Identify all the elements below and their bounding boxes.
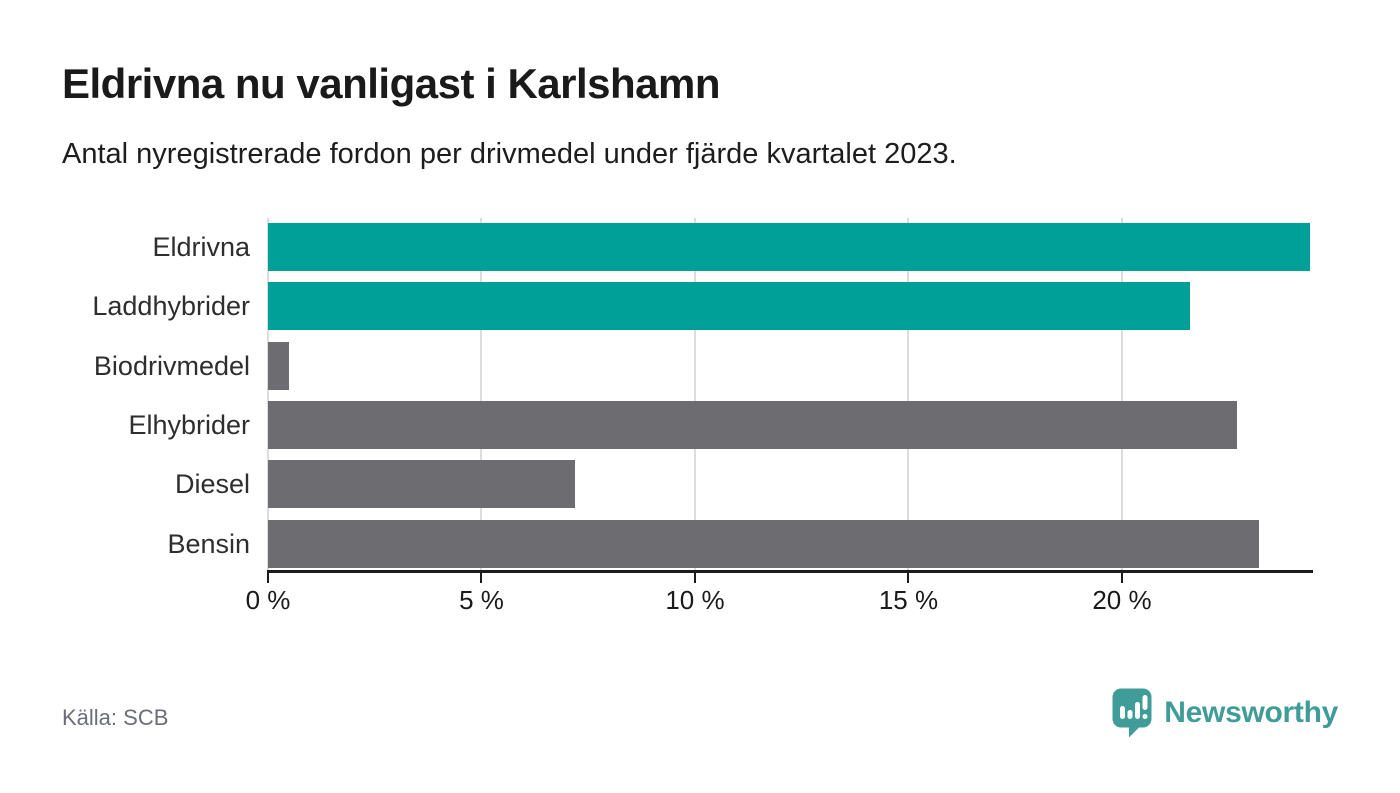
category-label-laddhybrider: Laddhybrider (92, 291, 250, 322)
category-label-eldrivna: Eldrivna (152, 232, 250, 262)
x-tick-mark-0 (267, 570, 269, 583)
gridline-0-pct (267, 218, 269, 572)
bar-bensin (268, 519, 1259, 568)
chart-title: Eldrivna nu vanligast i Karlshamn (62, 60, 721, 107)
category-label-diesel: Diesel (174, 469, 250, 500)
gridline-5-pct (480, 218, 483, 572)
brand-logo: Newsworthy (1112, 688, 1338, 738)
bar-biodrivmedel (268, 341, 290, 390)
bar-elhybrider (268, 400, 1238, 449)
x-tick-label-10: 10 % (665, 585, 725, 615)
category-label-bensin: Bensin (167, 528, 250, 559)
bar-diesel (268, 460, 576, 509)
category-label-biodrivmedel: Biodrivmedel (93, 350, 250, 381)
gridline-10-pct (693, 218, 696, 572)
plot-area (267, 218, 1312, 572)
x-axis-line (267, 570, 1313, 573)
gridline-20-pct (1120, 218, 1123, 572)
source-note: Källa: SCB (62, 705, 169, 730)
category-axis-labels: Eldrivna Laddhybrider Biodrivmedel Elhybrid… (0, 218, 250, 572)
bar-laddhybrider (268, 282, 1191, 331)
brand-name: Newsworthy (1164, 696, 1338, 729)
chart-subtitle: Antal nyregistrerade fordon per drivmede… (62, 138, 957, 170)
gridline-15-pct (907, 218, 910, 572)
x-tick-mark-20 (1120, 570, 1123, 583)
x-tick-label-0: 0 % (245, 585, 291, 615)
x-tick-label-5: 5 % (459, 585, 504, 615)
newsworthy-bubble-chart-icon (1112, 688, 1152, 738)
x-tick-mark-15 (907, 570, 910, 583)
bar-eldrivna (268, 223, 1310, 271)
x-tick-label-15: 15 % (878, 585, 939, 615)
category-label-elhybrider: Elhybrider (128, 409, 250, 440)
x-tick-label-20: 20 % (1092, 585, 1152, 615)
x-tick-mark-5 (480, 570, 483, 583)
x-tick-mark-10 (693, 570, 696, 583)
